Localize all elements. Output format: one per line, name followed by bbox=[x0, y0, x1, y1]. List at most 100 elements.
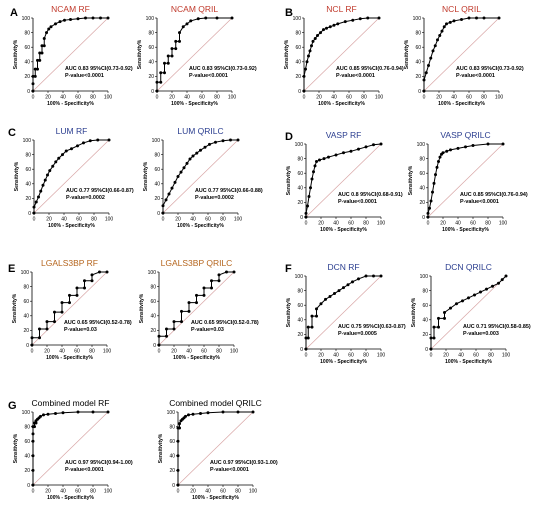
roc-point bbox=[75, 286, 79, 290]
roc-point bbox=[170, 186, 174, 190]
roc-panel-2: NCAM QRIL 0 20 40 60 80 100 0 20 40 60 80 100 100% - … bbox=[137, 4, 257, 107]
auc-text: AUC 0.83 95%CI(0.73-0.92) bbox=[65, 66, 133, 72]
roc-point bbox=[436, 38, 439, 42]
y-axis-label: Sensitivity% bbox=[411, 297, 417, 327]
y-tick-label: 60 bbox=[154, 167, 160, 173]
roc-point bbox=[322, 28, 325, 32]
roc-point bbox=[98, 270, 101, 274]
roc-point bbox=[32, 205, 36, 209]
x-axis-label: 100% - Specificity% bbox=[320, 227, 367, 233]
x-tick-label: 80 bbox=[235, 489, 241, 495]
roc-point bbox=[225, 270, 228, 274]
roc-point bbox=[251, 410, 255, 414]
auc-text: AUC 0.83 95%CI(0.73-0.92) bbox=[456, 66, 524, 72]
roc-point bbox=[310, 325, 314, 329]
roc-point bbox=[217, 273, 221, 277]
roc-point bbox=[82, 141, 85, 145]
x-tick-label: 60 bbox=[348, 353, 354, 359]
x-tick-label: 60 bbox=[466, 95, 472, 101]
roc-point bbox=[437, 325, 440, 329]
reference-diagonal bbox=[303, 17, 380, 92]
y-tick-label: 80 bbox=[415, 30, 421, 36]
y-tick-label: 60 bbox=[148, 45, 154, 51]
y-tick-label: 80 bbox=[297, 156, 303, 162]
y-axis-label: Sensitivity% bbox=[143, 161, 149, 191]
x-axis-label: 100% - Specificity% bbox=[48, 223, 95, 229]
roc-point bbox=[461, 299, 464, 303]
x-tick-label: 40 bbox=[451, 95, 457, 101]
y-tick-label: 80 bbox=[148, 30, 154, 36]
roc-point bbox=[159, 71, 163, 75]
roc-point bbox=[327, 155, 330, 159]
x-axis-label: 100% - Specificity% bbox=[46, 355, 93, 361]
y-axis-label: Sensitivity% bbox=[137, 39, 143, 69]
roc-point bbox=[38, 336, 41, 340]
auc-text: AUC 0.85 95%CI(0.76-0.94) bbox=[336, 66, 404, 72]
x-tick-label: 100 bbox=[104, 489, 113, 495]
y-tick-label: 0 bbox=[422, 215, 425, 221]
roc-point bbox=[310, 44, 313, 48]
auc-text: AUC 0.77 95%CI(0.66-0.88) bbox=[195, 188, 263, 194]
roc-point bbox=[172, 320, 176, 324]
roc-point bbox=[306, 336, 310, 340]
x-tick-label: 20 bbox=[44, 349, 50, 355]
roc-point bbox=[163, 71, 166, 75]
roc-point bbox=[176, 483, 180, 487]
roc-point bbox=[432, 181, 436, 185]
roc-point bbox=[40, 44, 44, 48]
y-tick-label: 80 bbox=[24, 30, 30, 36]
roc-point bbox=[76, 410, 80, 414]
roc-point bbox=[306, 325, 310, 329]
reference-diagonal bbox=[162, 139, 239, 214]
roc-point bbox=[467, 296, 470, 300]
roc-point bbox=[178, 31, 181, 35]
pvalue-text: P-value=0.0002 bbox=[66, 195, 105, 201]
roc-point bbox=[471, 143, 475, 147]
y-tick-label: 60 bbox=[297, 303, 303, 309]
roc-point bbox=[43, 178, 47, 182]
panel-letter: D bbox=[285, 131, 293, 143]
roc-point bbox=[33, 425, 36, 429]
roc-point bbox=[204, 16, 208, 20]
roc-point bbox=[181, 25, 185, 29]
auc-text: AUC 0.85 95%CI(0.76-0.94) bbox=[460, 192, 528, 198]
roc-panel-3: B NCL RF 0 20 40 60 80 100 0 20 40 60 80 100 100% - Sp… bbox=[284, 4, 404, 107]
roc-point bbox=[83, 286, 86, 290]
roc-point bbox=[217, 279, 221, 283]
x-tick-label: 80 bbox=[485, 221, 491, 227]
roc-point bbox=[31, 82, 35, 86]
x-tick-label: 40 bbox=[455, 221, 461, 227]
x-tick-label: 40 bbox=[60, 95, 66, 101]
roc-point bbox=[99, 16, 102, 20]
roc-point bbox=[176, 468, 180, 472]
roc-point bbox=[445, 22, 448, 26]
roc-point bbox=[467, 16, 471, 20]
x-tick-label: 100 bbox=[105, 217, 114, 223]
roc-point bbox=[334, 153, 338, 157]
panel-letter: E bbox=[8, 263, 15, 275]
roc-point bbox=[440, 29, 444, 33]
roc-point bbox=[105, 270, 109, 274]
x-tick-label: 40 bbox=[59, 349, 65, 355]
roc-panel-4: NCL QRIL 0 20 40 60 80 100 0 20 40 60 80 100 100% - S… bbox=[404, 4, 524, 107]
roc-point bbox=[332, 23, 336, 27]
roc-point bbox=[173, 180, 177, 184]
roc-point bbox=[501, 142, 505, 146]
roc-point bbox=[170, 47, 174, 51]
roc-point bbox=[422, 89, 426, 93]
x-tick-label: 0 bbox=[303, 95, 306, 101]
roc-point bbox=[187, 309, 191, 313]
roc-point bbox=[106, 410, 110, 414]
roc-point bbox=[48, 169, 52, 173]
y-tick-label: 20 bbox=[415, 74, 421, 80]
x-tick-label: 60 bbox=[199, 95, 205, 101]
roc-point bbox=[84, 16, 87, 20]
roc-point bbox=[500, 278, 504, 282]
roc-point bbox=[309, 186, 312, 190]
roc-point bbox=[316, 34, 319, 38]
roc-point bbox=[438, 155, 442, 159]
roc-point bbox=[319, 31, 322, 35]
pvalue-text: P-value<0.0001 bbox=[210, 467, 249, 473]
panel-letter: G bbox=[8, 400, 17, 412]
y-tick-label: 80 bbox=[154, 152, 160, 158]
